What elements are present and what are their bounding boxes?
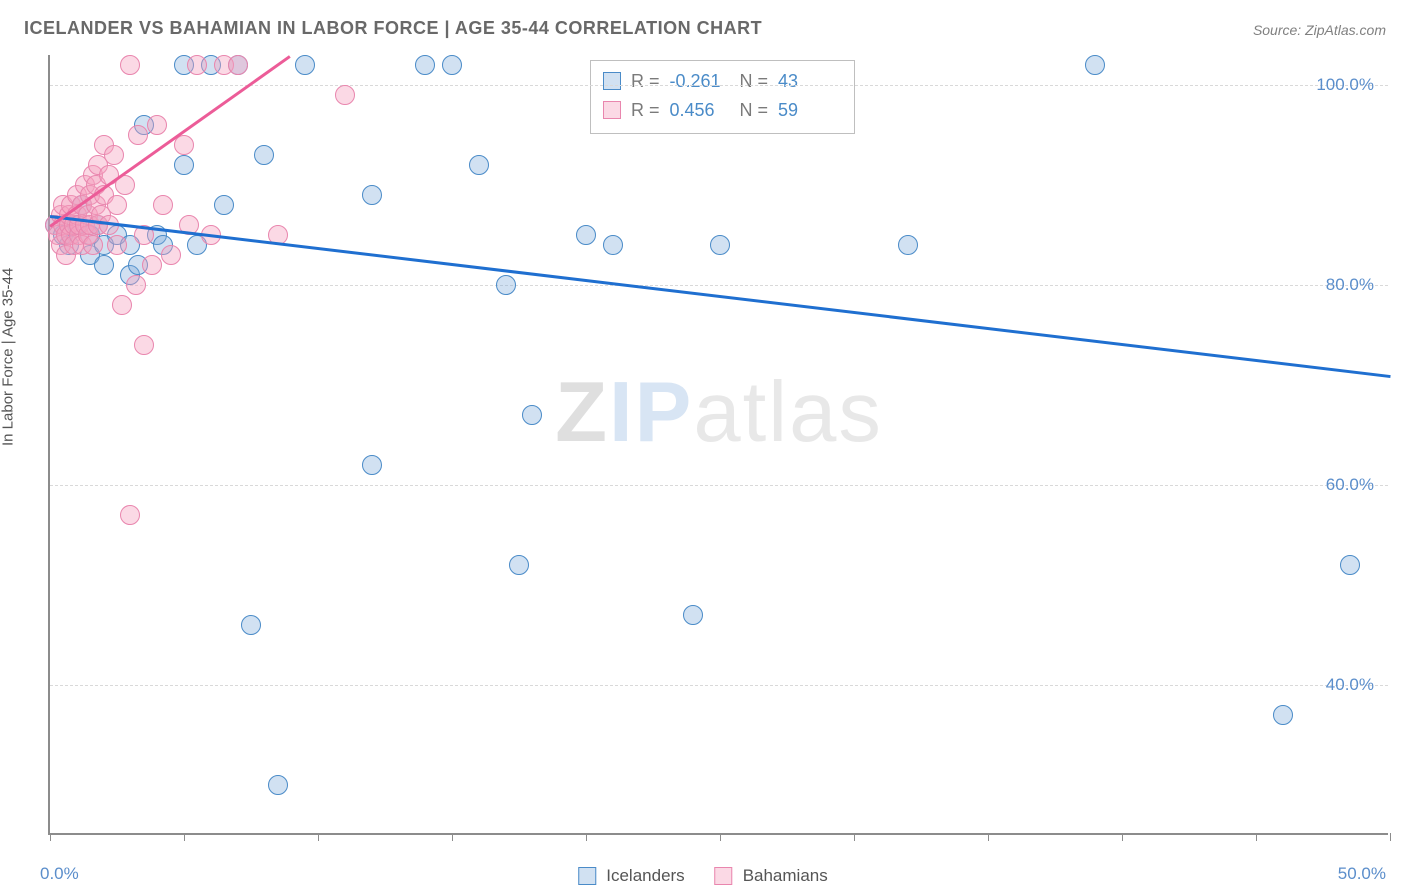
y-tick-label: 100.0% bbox=[1316, 75, 1374, 95]
legend-swatch bbox=[578, 867, 596, 885]
y-tick-label: 60.0% bbox=[1326, 475, 1374, 495]
blue-point bbox=[174, 155, 194, 175]
y-tick-label: 40.0% bbox=[1326, 675, 1374, 695]
x-tick bbox=[854, 833, 855, 841]
blue-point bbox=[1340, 555, 1360, 575]
y-axis-title: In Labor Force | Age 35-44 bbox=[0, 268, 17, 446]
pink-point bbox=[147, 115, 167, 135]
blue-point bbox=[1273, 705, 1293, 725]
legend-label: Icelanders bbox=[606, 866, 684, 886]
x-tick bbox=[1256, 833, 1257, 841]
blue-point bbox=[1085, 55, 1105, 75]
blue-point bbox=[469, 155, 489, 175]
x-tick bbox=[720, 833, 721, 841]
n-value: 43 bbox=[778, 67, 838, 96]
gridline bbox=[50, 485, 1388, 486]
pink-point bbox=[120, 55, 140, 75]
r-value: 0.456 bbox=[670, 96, 730, 125]
legend-label: Bahamians bbox=[743, 866, 828, 886]
x-tick bbox=[318, 833, 319, 841]
n-label: N = bbox=[740, 67, 769, 96]
pink-point bbox=[126, 275, 146, 295]
pink-point bbox=[107, 195, 127, 215]
blue-point bbox=[898, 235, 918, 255]
gridline bbox=[50, 685, 1388, 686]
plot-area: ZIPatlas R = -0.261 N = 43 R = 0.456 N = 59 40.… bbox=[48, 55, 1388, 835]
stats-row: R = 0.456 N = 59 bbox=[603, 96, 838, 125]
blue-point bbox=[415, 55, 435, 75]
x-tick bbox=[1122, 833, 1123, 841]
blue-point bbox=[603, 235, 623, 255]
pink-point bbox=[187, 55, 207, 75]
r-label: R = bbox=[631, 96, 660, 125]
r-label: R = bbox=[631, 67, 660, 96]
x-axis-min-label: 0.0% bbox=[40, 864, 79, 884]
x-tick bbox=[1390, 833, 1391, 841]
pink-point bbox=[120, 505, 140, 525]
pink-point bbox=[335, 85, 355, 105]
x-tick bbox=[452, 833, 453, 841]
x-tick bbox=[988, 833, 989, 841]
stats-row: R = -0.261 N = 43 bbox=[603, 67, 838, 96]
legend-item: Bahamians bbox=[715, 866, 828, 886]
x-tick bbox=[184, 833, 185, 841]
blue-point bbox=[683, 605, 703, 625]
x-axis-max-label: 50.0% bbox=[1338, 864, 1386, 884]
blue-point bbox=[362, 455, 382, 475]
n-label: N = bbox=[740, 96, 769, 125]
blue-point bbox=[576, 225, 596, 245]
legend-swatch bbox=[603, 72, 621, 90]
pink-point bbox=[153, 195, 173, 215]
blue-point bbox=[268, 775, 288, 795]
pink-point bbox=[112, 295, 132, 315]
blue-point bbox=[362, 185, 382, 205]
blue-point bbox=[442, 55, 462, 75]
pink-point bbox=[83, 235, 103, 255]
blue-point bbox=[214, 195, 234, 215]
blue-point bbox=[94, 255, 114, 275]
blue-point bbox=[254, 145, 274, 165]
stats-legend-box: R = -0.261 N = 43 R = 0.456 N = 59 bbox=[590, 60, 855, 134]
gridline bbox=[50, 285, 1388, 286]
blue-point bbox=[295, 55, 315, 75]
pink-point bbox=[134, 335, 154, 355]
pink-point bbox=[228, 55, 248, 75]
blue-point bbox=[496, 275, 516, 295]
x-tick bbox=[586, 833, 587, 841]
pink-point bbox=[161, 245, 181, 265]
pink-point bbox=[107, 235, 127, 255]
watermark: ZIPatlas bbox=[555, 364, 883, 462]
pink-point bbox=[142, 255, 162, 275]
blue-point bbox=[710, 235, 730, 255]
legend-swatch bbox=[715, 867, 733, 885]
pink-point bbox=[128, 125, 148, 145]
legend-swatch bbox=[603, 101, 621, 119]
bottom-legend: Icelanders Bahamians bbox=[578, 866, 828, 886]
blue-point bbox=[241, 615, 261, 635]
legend-item: Icelanders bbox=[578, 866, 684, 886]
r-value: -0.261 bbox=[670, 67, 730, 96]
x-tick bbox=[50, 833, 51, 841]
n-value: 59 bbox=[778, 96, 838, 125]
blue-point bbox=[509, 555, 529, 575]
y-tick-label: 80.0% bbox=[1326, 275, 1374, 295]
blue-point bbox=[522, 405, 542, 425]
source-credit: Source: ZipAtlas.com bbox=[1253, 22, 1386, 38]
chart-title: ICELANDER VS BAHAMIAN IN LABOR FORCE | A… bbox=[24, 18, 762, 39]
pink-point bbox=[104, 145, 124, 165]
